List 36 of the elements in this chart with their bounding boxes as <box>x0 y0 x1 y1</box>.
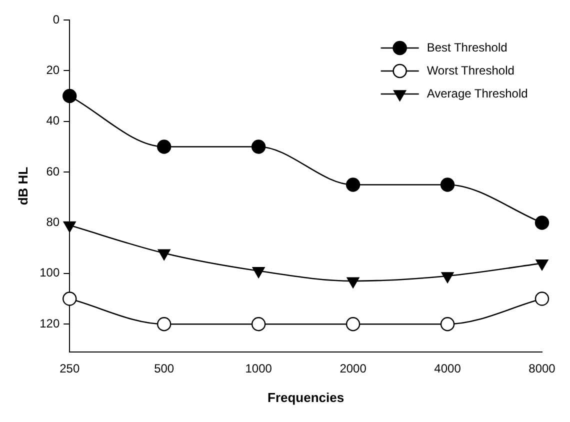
point <box>441 272 454 284</box>
x-tick-label: 8000 <box>528 362 556 376</box>
y-tick-label: 80 <box>46 215 60 230</box>
point <box>156 317 172 332</box>
point <box>251 317 266 332</box>
point <box>536 259 548 270</box>
x-tick-label: 500 <box>154 362 174 376</box>
point <box>158 249 170 260</box>
point <box>252 267 265 278</box>
point <box>534 292 550 306</box>
legend-label: Worst Threshold <box>426 63 514 78</box>
y-tick-label: 0 <box>52 12 60 26</box>
point <box>63 221 76 232</box>
y-tick-label: 20 <box>46 63 60 77</box>
y-tick-label: 120 <box>40 316 60 330</box>
y-tick-label: 40 <box>46 114 60 128</box>
point <box>534 216 550 230</box>
x-tick-label: 1000 <box>245 362 272 376</box>
point <box>62 292 77 306</box>
point <box>440 317 455 332</box>
point <box>62 88 77 104</box>
point <box>251 140 266 154</box>
point <box>346 178 360 192</box>
point <box>440 178 455 192</box>
point <box>346 277 360 288</box>
y-tick-label: 100 <box>40 266 60 280</box>
point <box>346 317 360 332</box>
legend-label: Average Threshold <box>426 86 528 100</box>
x-tick-label: 2000 <box>340 362 367 376</box>
y-tick-label: 60 <box>46 164 60 178</box>
x-axis-title: Frequencies <box>268 390 344 405</box>
legend-label: Best Threshold <box>426 40 508 54</box>
x-tick-label: 250 <box>60 362 80 376</box>
x-tick-label: 4000 <box>434 362 462 376</box>
y-axis-title: dB HL <box>15 166 30 206</box>
point <box>156 140 172 154</box>
